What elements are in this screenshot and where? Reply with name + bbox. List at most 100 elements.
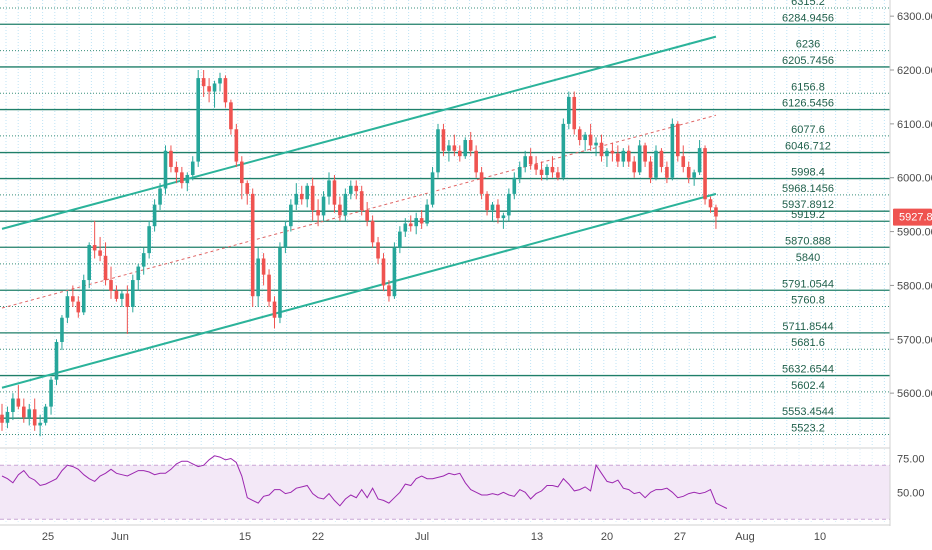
- candle-body: [648, 161, 653, 178]
- level-label: 5523.2: [791, 423, 825, 435]
- candle: [38, 414, 42, 437]
- level-label: 5791.0544: [782, 278, 834, 290]
- candle: [507, 188, 511, 221]
- candle-body: [109, 280, 113, 291]
- candle: [343, 188, 348, 221]
- candle-body: [272, 301, 277, 318]
- candle-body: [81, 280, 86, 313]
- rsi-y-tick-label: 50.00: [897, 487, 925, 499]
- candle: [272, 296, 277, 329]
- candle: [556, 166, 560, 181]
- candle-body: [463, 140, 468, 157]
- candle: [49, 376, 53, 415]
- level-labels: 6315.2 6284.9456 6236 6205.7456 6156.8 6126.5…: [782, 0, 834, 435]
- candle-body: [180, 172, 184, 184]
- candle: [452, 134, 457, 157]
- candle: [103, 242, 108, 286]
- candle-body: [5, 411, 10, 423]
- candle: [190, 156, 195, 181]
- candle: [354, 180, 359, 200]
- candle: [234, 123, 239, 167]
- candle: [109, 266, 113, 299]
- candle-body: [594, 142, 598, 146]
- candle: [359, 185, 364, 216]
- rsi-panel: [0, 447, 890, 520]
- candle-body: [392, 247, 397, 297]
- candle-body: [229, 102, 233, 130]
- candle-body: [452, 145, 457, 151]
- candle-body: [136, 266, 141, 281]
- trend-channel: [1, 35, 717, 389]
- candle-body: [387, 285, 391, 297]
- candle-body: [327, 180, 331, 197]
- candle-body: [567, 96, 571, 124]
- candle-body: [32, 409, 37, 426]
- candle: [392, 242, 397, 299]
- candle: [408, 215, 413, 232]
- candle: [626, 145, 631, 167]
- candle: [196, 70, 200, 167]
- level-label: 6205.7456: [782, 55, 834, 67]
- candle-body: [479, 172, 484, 194]
- candle: [398, 226, 402, 254]
- candle: [496, 199, 500, 224]
- candle: [577, 126, 582, 146]
- candle: [403, 218, 408, 237]
- candle-body: [354, 185, 359, 192]
- candle-body: [289, 204, 293, 227]
- candle-body: [474, 150, 478, 173]
- candle-body: [577, 129, 582, 141]
- candle-body: [103, 255, 108, 281]
- candle: [365, 201, 369, 227]
- candle: [54, 339, 59, 386]
- candle-body: [490, 204, 495, 211]
- candle-body: [256, 258, 260, 297]
- candle-body: [125, 293, 130, 307]
- candle-body: [496, 204, 500, 219]
- candle: [643, 142, 647, 167]
- rsi-series: [1, 455, 728, 509]
- candle: [5, 406, 10, 429]
- candle: [550, 156, 555, 178]
- level-label: 5998.4: [791, 167, 825, 179]
- candle-body: [27, 409, 32, 418]
- candle: [65, 290, 70, 324]
- candle: [370, 215, 375, 248]
- candle: [283, 220, 288, 254]
- candle-body: [708, 199, 713, 208]
- candle: [163, 145, 168, 194]
- candle-body: [120, 293, 124, 299]
- level-label: 5937.8912: [782, 199, 834, 211]
- candle: [71, 285, 75, 307]
- candle: [310, 177, 315, 221]
- candle: [588, 123, 593, 151]
- candle: [528, 148, 533, 170]
- candle-body: [190, 161, 195, 176]
- candle-body: [65, 296, 70, 318]
- candle: [430, 166, 435, 208]
- candle: [686, 161, 691, 184]
- candle-body: [692, 172, 696, 178]
- candle-body: [22, 406, 26, 418]
- candle-body: [676, 123, 680, 157]
- candle: [349, 180, 353, 200]
- candle: [152, 199, 157, 232]
- candle-body: [16, 398, 21, 407]
- candle: [436, 123, 440, 178]
- candle-body: [212, 83, 217, 92]
- candle-body: [632, 161, 636, 173]
- candle: [218, 72, 222, 92]
- candle-body: [196, 78, 200, 162]
- candle-body: [572, 96, 577, 130]
- candle-body: [610, 150, 615, 154]
- candle: [207, 78, 211, 103]
- candle-body: [43, 406, 48, 423]
- candle-body: [419, 218, 424, 224]
- candle-body: [583, 134, 587, 141]
- candle-body: [528, 156, 533, 165]
- last-price-tag: 5927.8: [893, 208, 932, 226]
- candle-body: [637, 145, 642, 173]
- level-label: 6236: [796, 39, 820, 51]
